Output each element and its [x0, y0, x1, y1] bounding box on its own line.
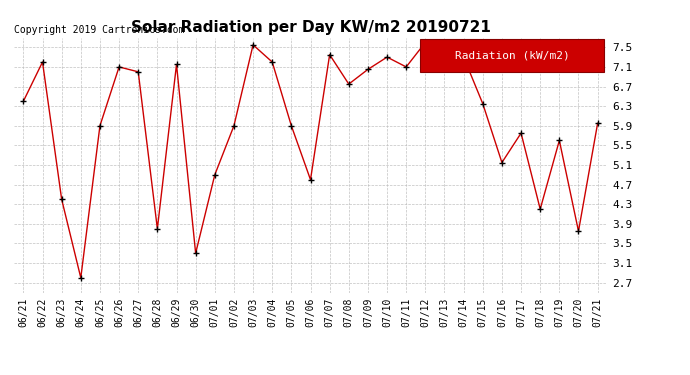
Text: Radiation (kW/m2): Radiation (kW/m2)	[455, 50, 570, 60]
Text: Copyright 2019 Cartronics.com: Copyright 2019 Cartronics.com	[14, 25, 184, 35]
FancyBboxPatch shape	[420, 39, 604, 72]
Title: Solar Radiation per Day KW/m2 20190721: Solar Radiation per Day KW/m2 20190721	[130, 20, 491, 35]
